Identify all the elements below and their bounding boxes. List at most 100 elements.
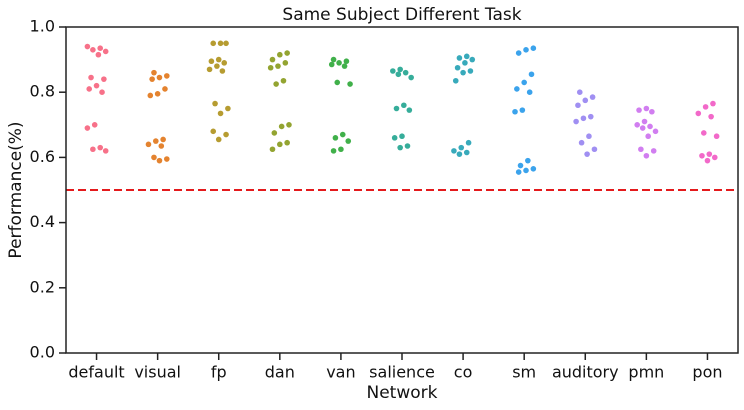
- data-point: [215, 136, 222, 143]
- data-point: [210, 128, 217, 135]
- data-point: [390, 68, 396, 74]
- data-point: [454, 64, 461, 71]
- data-point: [151, 154, 157, 161]
- data-point: [634, 122, 640, 128]
- data-point: [208, 58, 215, 65]
- data-point: [401, 102, 407, 109]
- data-point: [223, 40, 229, 47]
- data-point: [162, 86, 168, 92]
- x-axis-label: Network: [367, 383, 438, 403]
- data-point: [149, 76, 155, 82]
- data-point: [711, 154, 718, 161]
- data-point: [84, 125, 91, 131]
- data-point: [164, 156, 170, 162]
- data-point: [393, 105, 400, 112]
- data-point: [517, 162, 524, 169]
- data-point: [645, 133, 651, 140]
- y-tick-label: 0.2: [30, 277, 55, 296]
- data-point: [408, 74, 414, 81]
- data-point: [153, 138, 159, 144]
- data-point: [277, 51, 283, 58]
- data-point: [713, 133, 720, 140]
- data-point: [587, 113, 594, 120]
- data-point: [225, 105, 231, 112]
- data-point: [647, 123, 653, 130]
- data-point: [275, 63, 281, 69]
- data-point: [695, 110, 702, 117]
- data-point: [284, 50, 290, 56]
- data-point: [160, 136, 166, 143]
- data-point: [332, 135, 339, 141]
- data-point: [578, 139, 585, 146]
- data-point: [467, 68, 474, 74]
- data-point: [700, 130, 707, 136]
- data-point: [341, 63, 348, 69]
- data-point: [584, 151, 590, 157]
- y-tick-label: 0.4: [30, 212, 55, 231]
- x-tick-label: default: [68, 363, 124, 382]
- data-point: [334, 79, 341, 86]
- data-point: [338, 146, 344, 153]
- data-point: [145, 141, 152, 148]
- data-point: [573, 118, 579, 125]
- data-point: [330, 148, 337, 154]
- data-point: [575, 102, 581, 109]
- data-point: [267, 64, 274, 71]
- data-point: [463, 53, 470, 60]
- data-point: [147, 92, 154, 99]
- plot-frame: [65, 26, 739, 354]
- data-point: [328, 61, 335, 68]
- data-point: [636, 107, 642, 113]
- x-tick-label: pon: [692, 363, 722, 382]
- data-point: [84, 43, 91, 50]
- data-point: [699, 152, 705, 159]
- data-point: [278, 123, 285, 130]
- data-point: [219, 68, 226, 74]
- data-point: [101, 76, 107, 82]
- data-point: [336, 60, 342, 66]
- data-point: [102, 48, 109, 55]
- x-tick-label: visual: [134, 363, 181, 382]
- data-point: [515, 169, 522, 175]
- data-point: [223, 131, 229, 138]
- data-point: [515, 50, 522, 56]
- data-point: [154, 91, 161, 97]
- x-tick-label: dan: [265, 363, 295, 382]
- x-tick-label: pmn: [628, 363, 664, 382]
- data-point: [347, 81, 353, 87]
- data-point: [269, 56, 276, 63]
- data-point: [391, 135, 398, 141]
- data-point: [638, 146, 644, 153]
- data-point: [463, 149, 470, 156]
- data-point: [452, 77, 459, 84]
- data-point: [221, 60, 228, 66]
- x-tick-label: co: [454, 363, 473, 382]
- y-tick-label: 0.6: [30, 147, 55, 166]
- data-point: [88, 74, 94, 81]
- data-point: [521, 79, 527, 86]
- x-tick-label: sm: [512, 363, 536, 382]
- data-point: [395, 71, 402, 78]
- data-point: [284, 139, 290, 146]
- data-point: [523, 47, 529, 53]
- data-point: [586, 133, 592, 140]
- data-point: [97, 144, 104, 151]
- x-tick-label: van: [326, 363, 355, 382]
- data-point: [639, 125, 646, 131]
- data-point: [576, 89, 583, 95]
- data-point: [210, 40, 217, 47]
- data-point: [99, 89, 105, 95]
- data-point: [451, 148, 457, 154]
- data-point: [95, 51, 102, 58]
- data-point: [91, 122, 98, 128]
- data-point: [404, 143, 411, 149]
- data-point: [528, 71, 535, 78]
- data-point: [652, 128, 659, 135]
- x-tick-label: salience: [369, 363, 435, 382]
- data-point: [280, 77, 287, 84]
- data-point: [456, 55, 463, 61]
- data-point: [282, 60, 289, 66]
- data-point: [706, 151, 713, 157]
- data-point: [643, 152, 650, 159]
- data-point: [589, 94, 596, 100]
